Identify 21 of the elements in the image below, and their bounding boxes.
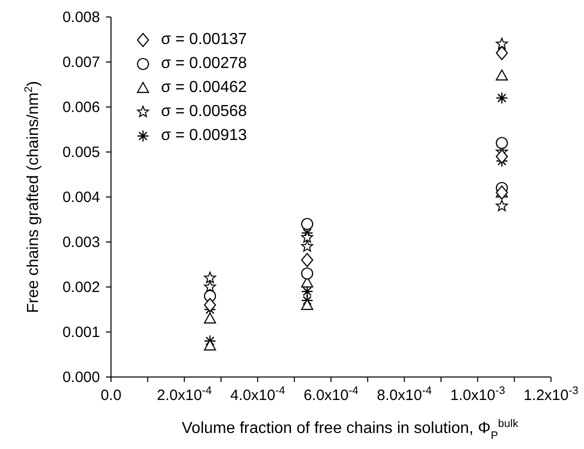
x-tick-label: 2.0x10$^{-4}$ xyxy=(156,385,212,404)
y-tick-label: 0.008 xyxy=(62,9,100,26)
x-tick-label: 4.0x10$^{-4}$ xyxy=(230,385,286,404)
y-tick-label: 0.002 xyxy=(62,279,100,296)
legend-label: σ = 0.00462 xyxy=(161,79,247,97)
x-tick-label: 8.0x10$^{-4}$ xyxy=(376,385,432,404)
y-tick-label: 0.006 xyxy=(62,99,100,116)
y-tick-label: 0.003 xyxy=(62,234,100,251)
x-tick-label: 1.0x10$^{-3}$ xyxy=(450,385,506,404)
legend-label: σ = 0.00568 xyxy=(161,103,247,121)
y-tick-label: 0.004 xyxy=(62,189,100,206)
x-tick-label: 6.0x10$^{-4}$ xyxy=(304,385,358,404)
x-tick-label: 1.2x10$^{-3}$ xyxy=(524,385,578,404)
legend-label: σ = 0.00278 xyxy=(161,55,247,73)
legend-label: σ = 0.00137 xyxy=(161,31,247,49)
y-tick-label: 0.000 xyxy=(62,369,100,386)
y-tick-label: 0.005 xyxy=(62,144,100,161)
y-tick-label: 0.001 xyxy=(62,324,100,341)
y-tick-label: 0.007 xyxy=(62,54,100,71)
x-tick-label: 0.0 xyxy=(100,387,122,404)
legend-label: σ = 0.00913 xyxy=(161,127,247,145)
